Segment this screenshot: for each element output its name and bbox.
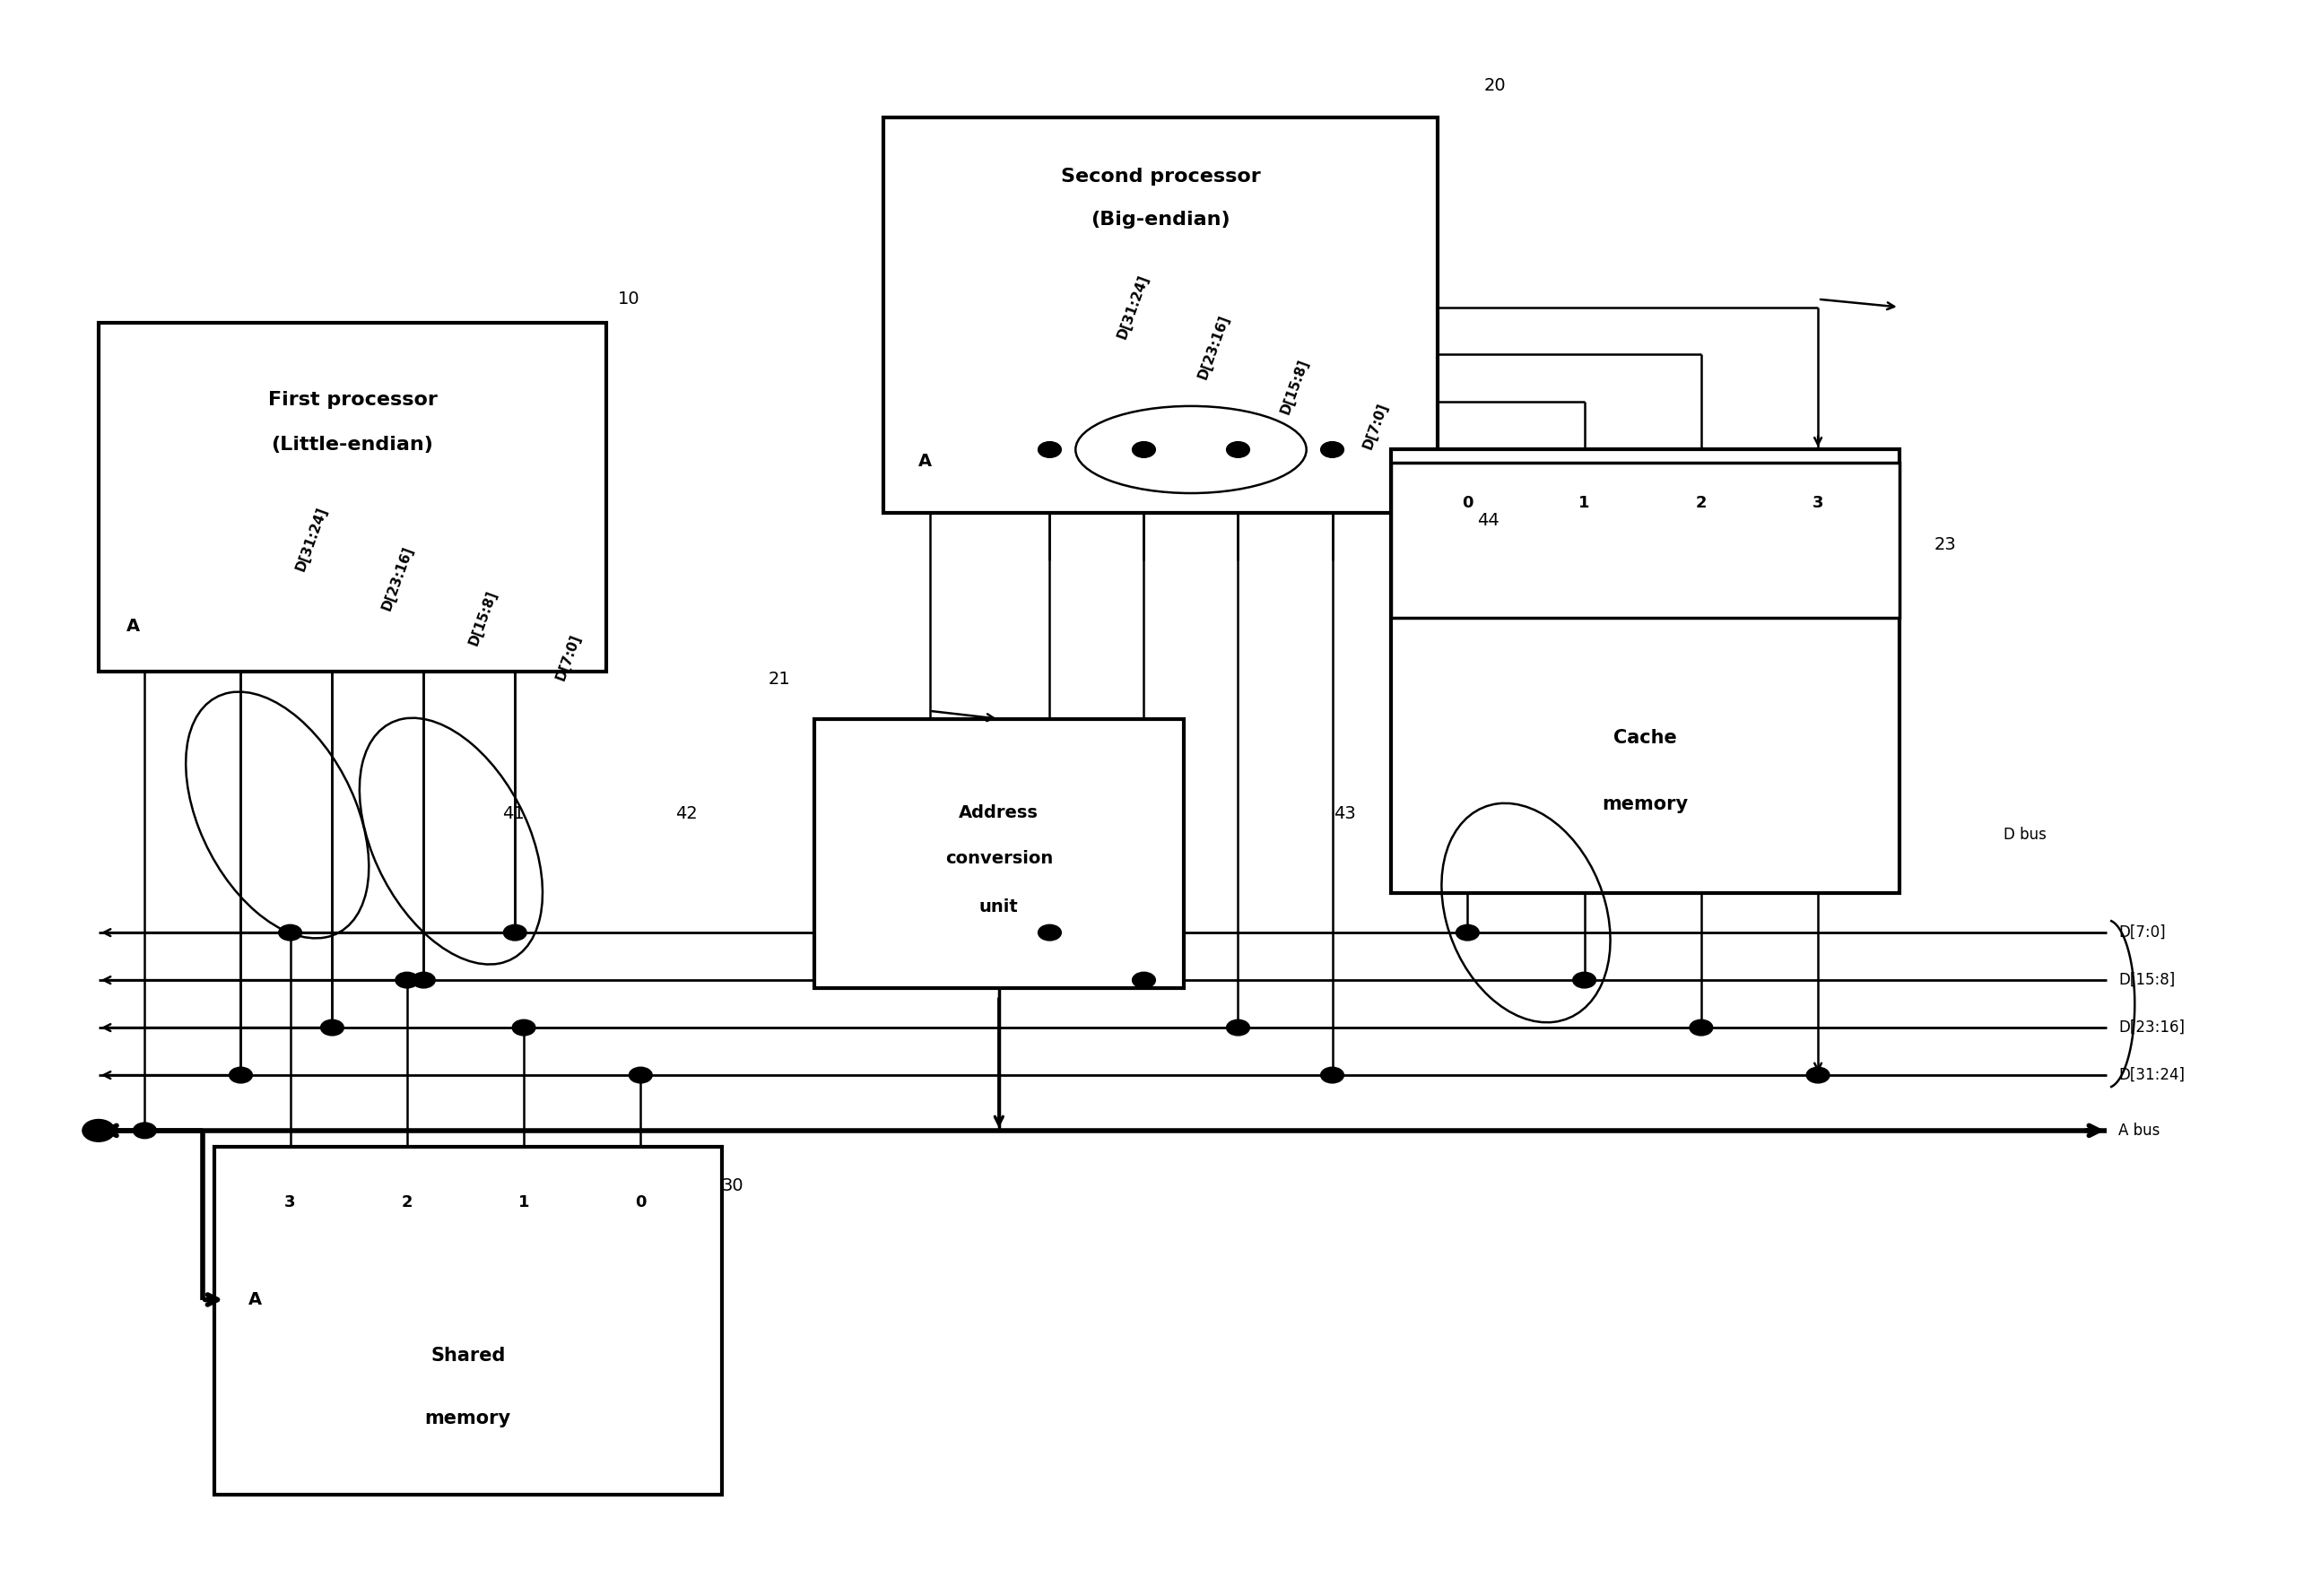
- Circle shape: [1037, 442, 1061, 458]
- Text: (Big-endian): (Big-endian): [1091, 211, 1230, 228]
- Bar: [815, 718, 1184, 988]
- Bar: [214, 1146, 722, 1495]
- Text: 41: 41: [504, 806, 525, 822]
- Circle shape: [395, 972, 418, 988]
- Text: A: A: [125, 618, 139, 635]
- Text: D[23:16]: D[23:16]: [1195, 313, 1232, 381]
- Circle shape: [1574, 972, 1597, 988]
- Circle shape: [1133, 972, 1156, 988]
- Circle shape: [1690, 1020, 1713, 1036]
- Circle shape: [1321, 442, 1344, 458]
- Text: 3: 3: [285, 1194, 295, 1210]
- Text: 20: 20: [1483, 77, 1506, 94]
- Text: D[31:24]: D[31:24]: [295, 504, 330, 573]
- Circle shape: [1037, 924, 1061, 940]
- Circle shape: [1806, 1068, 1829, 1084]
- Text: 43: 43: [1335, 806, 1355, 822]
- Circle shape: [1455, 924, 1478, 940]
- Text: 2: 2: [402, 1194, 413, 1210]
- Text: 10: 10: [617, 290, 641, 308]
- Text: conversion: conversion: [945, 851, 1054, 867]
- Circle shape: [320, 1020, 344, 1036]
- Text: (Little-endian): (Little-endian): [272, 436, 434, 453]
- Text: 0: 0: [636, 1194, 645, 1210]
- Text: Second processor: Second processor: [1061, 168, 1260, 185]
- Text: Shared: Shared: [432, 1347, 506, 1365]
- Text: A: A: [919, 453, 931, 469]
- Bar: [97, 322, 606, 672]
- Text: unit: unit: [979, 899, 1019, 916]
- Text: 21: 21: [768, 670, 789, 688]
- Text: 30: 30: [722, 1178, 745, 1194]
- Circle shape: [132, 1122, 156, 1138]
- Text: D[31:24]: D[31:24]: [1114, 273, 1151, 342]
- Text: D[23:16]: D[23:16]: [378, 544, 415, 613]
- Circle shape: [629, 1068, 652, 1084]
- Text: First processor: First processor: [267, 391, 436, 409]
- Text: memory: memory: [425, 1409, 511, 1427]
- Bar: [884, 117, 1437, 512]
- Text: D[15:8]: D[15:8]: [467, 589, 499, 648]
- Text: 1: 1: [1578, 495, 1590, 511]
- Text: D[23:16]: D[23:16]: [2119, 1020, 2184, 1036]
- Circle shape: [230, 1068, 253, 1084]
- Circle shape: [1133, 442, 1156, 458]
- Circle shape: [1225, 442, 1249, 458]
- Text: 0: 0: [1462, 495, 1474, 511]
- Text: D bus: D bus: [2003, 827, 2047, 843]
- Text: 1: 1: [518, 1194, 529, 1210]
- Text: A bus: A bus: [2119, 1122, 2161, 1138]
- Text: D[7:0]: D[7:0]: [2119, 924, 2165, 940]
- Text: memory: memory: [1601, 795, 1687, 814]
- Text: 23: 23: [1933, 536, 1957, 554]
- Text: D[15:8]: D[15:8]: [1279, 358, 1311, 415]
- Text: D[7:0]: D[7:0]: [1360, 401, 1390, 450]
- Circle shape: [1321, 1068, 1344, 1084]
- Circle shape: [84, 1119, 114, 1141]
- Circle shape: [504, 924, 527, 940]
- Text: D[15:8]: D[15:8]: [2119, 972, 2175, 988]
- Text: A: A: [248, 1291, 262, 1309]
- Text: 44: 44: [1476, 512, 1499, 530]
- Text: 3: 3: [1813, 495, 1824, 511]
- Text: D[7:0]: D[7:0]: [552, 632, 583, 683]
- Circle shape: [513, 1020, 536, 1036]
- Bar: [1390, 450, 1899, 894]
- Text: Cache: Cache: [1613, 729, 1678, 747]
- Text: 42: 42: [675, 806, 699, 822]
- Bar: [1390, 463, 1899, 618]
- Text: 2: 2: [1697, 495, 1706, 511]
- Circle shape: [1225, 1020, 1249, 1036]
- Text: D[31:24]: D[31:24]: [2119, 1068, 2184, 1084]
- Circle shape: [279, 924, 302, 940]
- Text: Address: Address: [959, 804, 1040, 822]
- Circle shape: [413, 972, 434, 988]
